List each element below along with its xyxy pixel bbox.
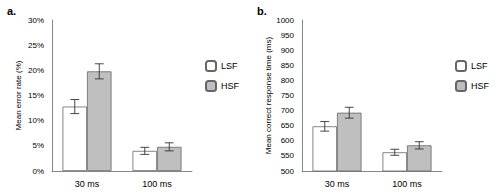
svg-text:20%: 20% xyxy=(28,66,44,75)
svg-text:600: 600 xyxy=(281,136,295,145)
svg-text:100 ms: 100 ms xyxy=(392,179,422,189)
svg-text:15%: 15% xyxy=(28,91,44,100)
svg-text:5%: 5% xyxy=(32,141,44,150)
svg-text:10%: 10% xyxy=(28,116,44,125)
svg-text:LSF: LSF xyxy=(471,61,488,71)
svg-text:Mean error rate (%): Mean error rate (%) xyxy=(14,60,23,130)
svg-text:1000: 1000 xyxy=(276,16,294,25)
svg-text:850: 850 xyxy=(281,61,295,70)
svg-text:30%: 30% xyxy=(28,16,44,25)
svg-text:500: 500 xyxy=(281,167,295,176)
svg-text:550: 550 xyxy=(281,151,295,160)
svg-text:30 ms: 30 ms xyxy=(75,179,100,189)
svg-text:100 ms: 100 ms xyxy=(142,179,172,189)
svg-text:700: 700 xyxy=(281,106,295,115)
svg-text:30 ms: 30 ms xyxy=(325,179,350,189)
svg-text:HSF: HSF xyxy=(221,81,240,91)
svg-text:b.: b. xyxy=(257,5,267,17)
svg-text:25%: 25% xyxy=(28,41,44,50)
svg-text:a.: a. xyxy=(7,5,16,17)
svg-text:Mean correct response time (ms: Mean correct response time (ms) xyxy=(264,36,273,154)
svg-text:750: 750 xyxy=(281,91,295,100)
svg-text:0%: 0% xyxy=(32,167,44,176)
svg-text:HSF: HSF xyxy=(471,81,490,91)
svg-text:800: 800 xyxy=(281,76,295,85)
svg-text:LSF: LSF xyxy=(221,61,238,71)
svg-text:900: 900 xyxy=(281,46,295,55)
svg-text:650: 650 xyxy=(281,121,295,130)
svg-text:950: 950 xyxy=(281,31,295,40)
